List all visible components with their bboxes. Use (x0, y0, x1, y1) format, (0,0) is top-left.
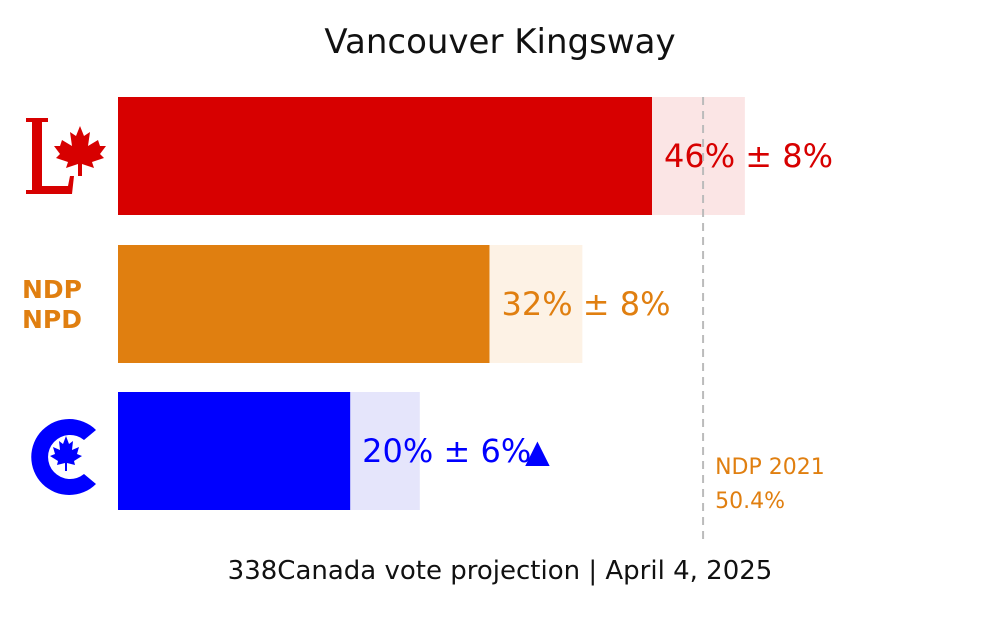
chart-footer: 338Canada vote projection | April 4, 202… (227, 556, 773, 586)
conservative-trend-icon: ▲ (525, 432, 550, 470)
conservative-bar (118, 392, 351, 510)
conservative-c-shape (31, 419, 97, 495)
reference-label-line1: NDP 2021 (715, 455, 825, 480)
conservative-value-label: 20% ± 6% (362, 432, 531, 470)
chart-title: Vancouver Kingsway (324, 22, 676, 62)
reference-label-line2: 50.4% (715, 489, 785, 514)
ndp-logo-line-2: NPD (22, 305, 82, 334)
ndp-bar (118, 245, 490, 363)
ndp-value-label: 32% ± 8% (501, 285, 670, 323)
liberal-bar (118, 97, 652, 215)
ndp-logo-line-1: NDP (22, 275, 82, 304)
conservative-logo (31, 419, 97, 495)
liberal-l-letter (26, 118, 74, 194)
maple-leaf-icon (50, 436, 82, 471)
liberal-logo (26, 118, 106, 194)
liberal-value-label: 46% ± 8% (664, 137, 833, 175)
maple-leaf-icon (54, 126, 106, 176)
